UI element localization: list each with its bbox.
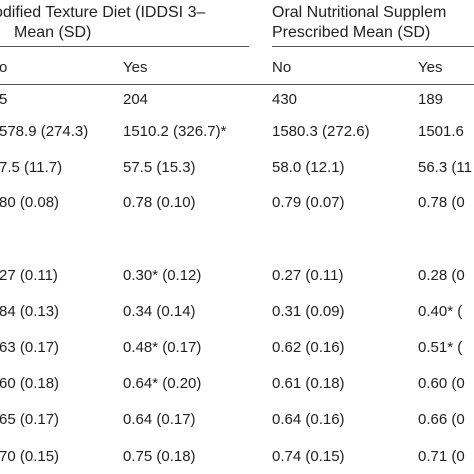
group-header-supplement-line1: Oral Nutritional Supplem [272, 4, 447, 21]
table-cell: 189 [418, 91, 444, 108]
table-cell: 0.79 (0.07) [272, 194, 345, 211]
header-rule [0, 84, 474, 85]
group-rule-texture-diet [0, 46, 249, 47]
table-cell: 0.66 (0 [418, 411, 465, 428]
group-header-supplement-line2: Prescribed Mean (SD) [272, 24, 431, 41]
table-cell: 0.62 (0.16) [272, 339, 345, 356]
subheader-supplement-yes: Yes [418, 59, 443, 76]
table-cell: 430 [272, 91, 298, 108]
table-cell: 0.75 (0.18) [123, 448, 196, 465]
table-cell: 1580.3 (272.6) [272, 123, 370, 140]
table-cell: 27 (0.11) [0, 267, 58, 284]
group-rule-supplement [272, 46, 474, 47]
table-cell: 57.5 (15.3) [123, 159, 196, 176]
table-cell: 1501.6 [418, 123, 464, 140]
table-cell: 0.78 (0.10) [123, 194, 196, 211]
table-cell: 0.60 (0 [418, 375, 465, 392]
table-cell: 58.0 (12.1) [272, 159, 345, 176]
table-cell: 0.64* (0.20) [123, 375, 202, 392]
group-header-texture-diet-line1: odified Texture Diet (IDDSI 3– [0, 4, 206, 21]
table-cell: 5 [0, 91, 8, 108]
table-cell: 0.64 (0.16) [272, 411, 345, 428]
table-cell: 70 (0.15) [0, 448, 60, 465]
table-cell: 1510.2 (326.7)* [123, 123, 227, 140]
group-header-texture-diet-line2: Mean (SD) [14, 24, 92, 41]
table-cell: 0.64 (0.17) [123, 411, 196, 428]
table-cell: 0.28 (0 [418, 267, 465, 284]
table-cell: 578.9 (274.3) [0, 123, 89, 140]
table-cell: 0.51* ( [418, 339, 463, 356]
table-cell: 63 (0.17) [0, 339, 60, 356]
table-cell: 7.5 (11.7) [0, 159, 63, 176]
table-cell: 0.31 (0.09) [272, 303, 345, 320]
table-cell: 0.61 (0.18) [272, 375, 345, 392]
table-cell: 60 (0.18) [0, 375, 60, 392]
table-cell: 0.40* ( [418, 303, 463, 320]
table-cell: 0.78 (0 [418, 194, 465, 211]
table-cell: 0.34 (0.14) [123, 303, 196, 320]
table-cell: 65 (0.17) [0, 411, 60, 428]
subheader-texture-yes: Yes [123, 59, 148, 76]
table-cell: 0.71 (0 [418, 448, 465, 465]
table-cell: 0.30* (0.12) [123, 267, 202, 284]
table-cell: 0.74 (0.15) [272, 448, 345, 465]
table-cell: 204 [123, 91, 149, 108]
subheader-texture-no: o [0, 59, 8, 76]
table-cell: 80 (0.08) [0, 194, 60, 211]
table-cell: 84 (0.13) [0, 303, 60, 320]
table-cell: 0.48* (0.17) [123, 339, 202, 356]
subheader-supplement-no: No [272, 59, 292, 76]
table-cell: 56.3 (11 [418, 159, 472, 176]
table-cell: 0.27 (0.11) [272, 267, 344, 284]
